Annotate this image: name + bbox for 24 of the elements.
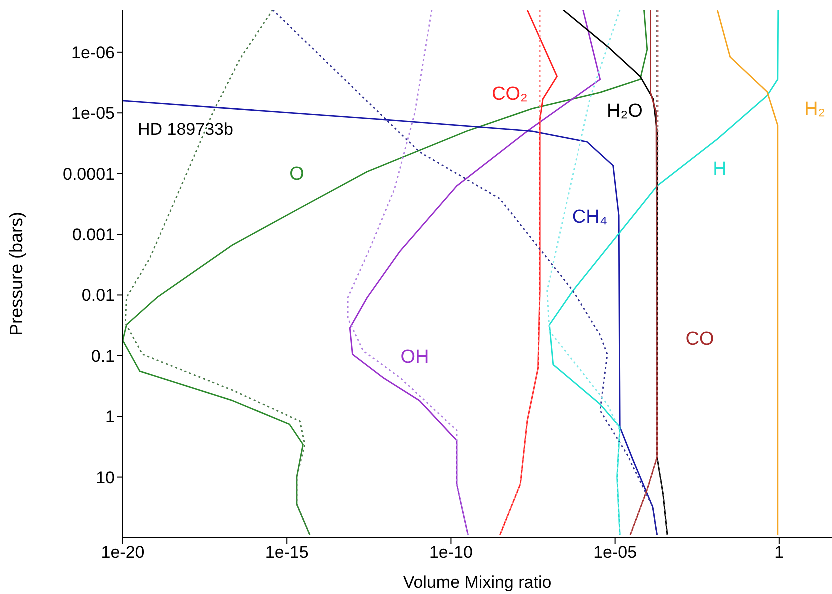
y-tick-label: 0.001 — [72, 226, 115, 245]
y-tick-label: 1e-05 — [72, 104, 115, 124]
annotation: HD 189733b — [138, 120, 234, 140]
series-label: O — [290, 164, 304, 186]
y-tick-label: 10 — [96, 468, 115, 488]
x-tick-label: 1e-15 — [265, 543, 309, 562]
y-tick-label: 1e-06 — [72, 43, 115, 62]
y-tick-label: 0.01 — [82, 286, 115, 306]
series-label: CO — [686, 329, 714, 351]
series-label: H — [713, 159, 727, 181]
series-label: OH — [400, 347, 430, 369]
series-label: CH₄ — [572, 207, 608, 229]
x-tick-label: 1e-20 — [101, 543, 145, 562]
series-label: H₂O — [607, 101, 643, 123]
y-tick-label: 1 — [106, 408, 115, 427]
series-label: CO₂ — [492, 84, 528, 106]
series-label: H₂ — [804, 99, 826, 121]
x-tick-label: 1 — [774, 543, 784, 562]
x-axis-title: Volume Mixing ratio — [403, 573, 552, 592]
x-tick-label: 1e-10 — [429, 543, 473, 562]
y-axis-title: Pressure (bars) — [6, 212, 26, 336]
x-tick-label: 1e-05 — [594, 543, 638, 562]
y-tick-label: 0.1 — [91, 346, 115, 366]
y-tick-label: 0.0001 — [63, 164, 115, 184]
